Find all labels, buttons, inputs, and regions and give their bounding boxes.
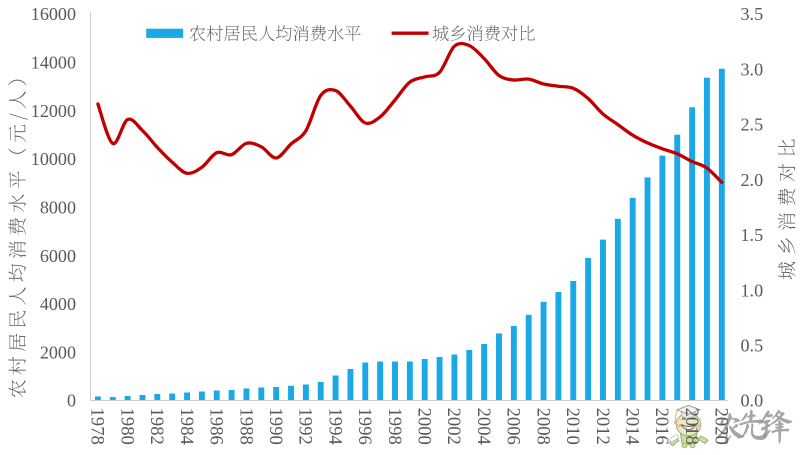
svg-text:2020: 2020 xyxy=(711,408,732,445)
svg-text:2018: 2018 xyxy=(681,408,702,445)
svg-text:14000: 14000 xyxy=(31,53,76,73)
svg-text:2008: 2008 xyxy=(532,408,553,445)
svg-text:2000: 2000 xyxy=(40,342,76,362)
svg-text:2010: 2010 xyxy=(562,408,583,445)
svg-text:1998: 1998 xyxy=(384,408,405,445)
svg-text:2012: 2012 xyxy=(592,408,613,445)
svg-text:2006: 2006 xyxy=(503,408,524,445)
svg-text:0.0: 0.0 xyxy=(741,391,764,411)
svg-text:3.0: 3.0 xyxy=(741,59,764,79)
svg-text:2002: 2002 xyxy=(443,408,464,445)
svg-text:2.5: 2.5 xyxy=(741,115,764,135)
svg-text:2004: 2004 xyxy=(473,408,494,445)
svg-text:4000: 4000 xyxy=(40,294,76,314)
svg-text:2000: 2000 xyxy=(414,408,435,445)
svg-text:8000: 8000 xyxy=(40,198,76,218)
svg-text:0.5: 0.5 xyxy=(741,336,764,356)
svg-text:1984: 1984 xyxy=(176,408,197,445)
svg-text:16000: 16000 xyxy=(31,4,76,24)
svg-text:1992: 1992 xyxy=(295,408,316,445)
svg-text:1978: 1978 xyxy=(87,408,108,445)
svg-text:2014: 2014 xyxy=(622,408,643,445)
svg-text:1990: 1990 xyxy=(265,408,286,445)
svg-text:10000: 10000 xyxy=(31,149,76,169)
svg-text:12000: 12000 xyxy=(31,101,76,121)
svg-text:3.5: 3.5 xyxy=(741,4,764,24)
svg-text:1.5: 1.5 xyxy=(741,225,764,245)
svg-text:2016: 2016 xyxy=(651,408,672,445)
svg-text:1980: 1980 xyxy=(116,408,137,445)
svg-text:1.0: 1.0 xyxy=(741,280,764,300)
svg-text:1986: 1986 xyxy=(206,408,227,445)
svg-text:0: 0 xyxy=(67,391,76,411)
svg-text:6000: 6000 xyxy=(40,246,76,266)
svg-text:1988: 1988 xyxy=(235,408,256,445)
svg-text:1996: 1996 xyxy=(354,408,375,445)
svg-text:1982: 1982 xyxy=(146,408,167,445)
svg-text:1994: 1994 xyxy=(324,408,345,445)
svg-text:2.0: 2.0 xyxy=(741,170,764,190)
